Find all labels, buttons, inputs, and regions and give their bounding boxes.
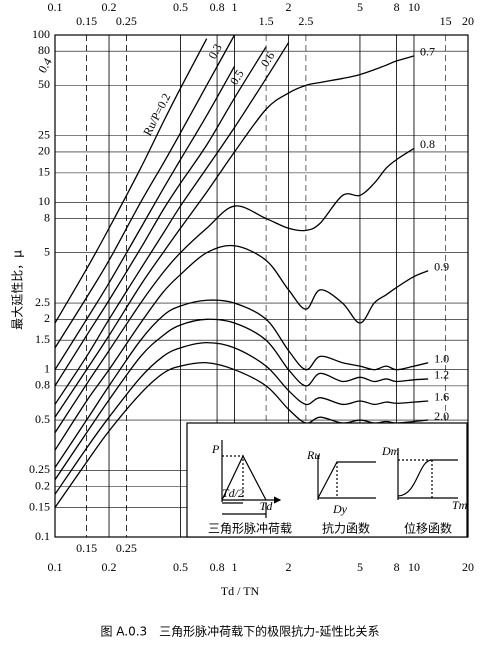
x-tick-label: 0.8	[210, 560, 225, 574]
curve	[55, 147, 415, 434]
top-tick-label: 0.1	[48, 0, 63, 14]
curve	[55, 46, 267, 387]
y-tick-label: 25	[38, 127, 50, 141]
caption: 图 A.0.3 三角形脉冲荷载下的极限抗力-延性比关系	[100, 624, 379, 639]
y-tick-label: 80	[38, 43, 50, 57]
x-tick-label: 8	[394, 560, 400, 574]
top-tick-label: 0.2	[102, 0, 117, 14]
top-tick-label: 1	[231, 0, 237, 14]
top-tick-label: 0.25	[116, 14, 137, 28]
y-tick-label: 1.5	[35, 332, 50, 346]
inset-label: Td	[260, 499, 274, 513]
inset-label: P	[211, 442, 220, 456]
curve-label: 0.3	[205, 41, 225, 61]
top-tick-label: 10	[408, 0, 420, 14]
axes	[221, 440, 280, 502]
y-tick-label: 8	[44, 210, 50, 224]
y-tick-label: 5	[44, 244, 50, 258]
curve-label: 1.2	[434, 368, 449, 382]
curve	[55, 361, 429, 508]
x-tick-label: 2	[286, 560, 292, 574]
inset-label: Ru	[306, 448, 320, 462]
top-tick-label: 8	[394, 0, 400, 14]
curve	[55, 244, 429, 451]
x-tick-label: 0.5	[173, 560, 188, 574]
y-tick-label: 2	[44, 311, 50, 325]
y-tick-label: 0.2	[35, 478, 50, 492]
inset-caption: 三角形脉冲荷载	[208, 521, 292, 536]
curve	[55, 55, 415, 418]
x-tick-label: 5	[357, 560, 363, 574]
curve-label: 0.6	[258, 49, 278, 69]
guide	[222, 455, 244, 500]
y-tick-label: 0.5	[35, 412, 50, 426]
top-tick-label: 20	[462, 14, 474, 28]
curve-label: 2.0	[434, 409, 449, 423]
y-tick-label: 50	[38, 77, 50, 91]
curve-label: 1.0	[434, 351, 449, 365]
x-tick-label: 0.25	[116, 541, 137, 555]
x-tick-label: 1	[231, 560, 237, 574]
y-tick-label: 15	[38, 165, 50, 179]
curve-label: Ru/P=0.2	[140, 91, 173, 138]
curve	[55, 342, 429, 495]
top-tick-label: 2.5	[298, 14, 313, 28]
guide	[398, 459, 433, 498]
y-tick-label: 2.5	[35, 295, 50, 309]
top-tick-label: 1.5	[259, 14, 274, 28]
x-axis-title: Td / TN	[221, 584, 260, 598]
curve-label: 0.7	[420, 45, 435, 59]
y-tick-label: 20	[38, 144, 50, 158]
y-tick-label: 100	[32, 27, 50, 41]
x-tick-label: 0.2	[102, 560, 117, 574]
x-tick-label: 0.1	[48, 560, 63, 574]
dimension	[222, 502, 267, 518]
inset-label: Dm	[381, 444, 400, 458]
curve	[55, 299, 429, 468]
top-tick-label: 0.15	[76, 14, 97, 28]
axes	[317, 455, 376, 500]
y-tick-label: 0.15	[29, 499, 50, 513]
axes	[397, 448, 458, 500]
curve	[55, 318, 429, 481]
curves	[55, 35, 429, 508]
y-tick-label: 10	[38, 194, 50, 208]
top-tick-label: 2	[286, 0, 292, 14]
inset: P Td/2 Td 三角形脉冲荷载 Ru Dy 抗力函数 Dm Tm 位移函数	[186, 422, 468, 538]
curve	[55, 38, 208, 324]
curve-label: 0.5	[227, 67, 247, 87]
curve-label: 0.8	[420, 137, 435, 151]
curve-label: 0.4	[35, 55, 55, 75]
curve	[55, 35, 236, 349]
curve-label: 1.6	[434, 390, 449, 404]
y-tick-label: 1	[44, 361, 50, 375]
inset-caption: 位移函数	[404, 521, 452, 536]
y-tick-label: 0.1	[35, 529, 50, 543]
inset-label: Td/2	[222, 486, 244, 500]
curve-label: 0.9	[434, 260, 449, 274]
inset-caption: 抗力函数	[322, 521, 370, 536]
curve	[55, 65, 236, 371]
top-tick-label: 0.8	[210, 0, 225, 14]
y-axis-title: 最大延性比，μ	[11, 250, 25, 330]
inset-label: Dy	[332, 502, 348, 516]
curve	[55, 42, 290, 405]
y-tick-label: 0.25	[29, 462, 50, 476]
y-tick-label: 0.8	[35, 378, 50, 392]
top-tick-label: 15	[440, 14, 452, 28]
top-tick-label: 0.5	[173, 0, 188, 14]
x-tick-label: 0.15	[76, 541, 97, 555]
x-tick-label: 10	[408, 560, 420, 574]
inset-label: Tm	[452, 498, 468, 512]
x-tick-label: 20	[462, 560, 474, 574]
top-tick-label: 5	[357, 0, 363, 14]
